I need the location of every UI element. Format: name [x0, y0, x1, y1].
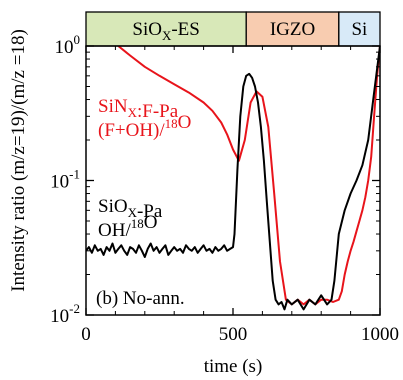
axis-ticks: 0 500 1000 10-2 10-1 100 — [50, 32, 399, 345]
series-label-1-line-1: OH/18O — [98, 212, 157, 241]
series-line-1 — [86, 46, 380, 311]
y-axis-title: Intensity ratio (m/z=19)/(m/z =18) — [8, 29, 29, 292]
x-tick-label-0: 0 — [81, 324, 91, 345]
x-tick-label-1: 500 — [219, 324, 248, 345]
chart-labels: time (s) Intensity ratio (m/z=19)/(m/z =1… — [8, 29, 262, 377]
layer-bar-0 — [85, 11, 247, 47]
layer-bar-group: SiOX-ES IGZO Si — [85, 11, 381, 47]
series-group — [86, 46, 380, 311]
y-tick-label-0: 10-2 — [50, 301, 80, 327]
series-label-0-line-0: SiNX:F-Pa — [98, 96, 179, 122]
layer-label-1: IGZO — [270, 19, 315, 40]
x-axis-title: time (s) — [204, 356, 263, 377]
series-line-0 — [117, 46, 380, 306]
plot-area — [86, 46, 380, 311]
layer-label-2: Si — [351, 19, 367, 40]
layer-label-0: SiOX-ES — [132, 19, 199, 43]
series-label-0-line-1: (F+OH)/18O — [98, 112, 191, 141]
y-tick-label-2: 100 — [55, 32, 81, 58]
panel-label: (b) No-ann. — [96, 288, 185, 309]
y-tick-label-1: 10-1 — [50, 167, 80, 193]
layer-bar-1 — [245, 11, 340, 47]
x-tick-label-2: 1000 — [361, 324, 399, 345]
series-label-1-line-0: SiOX-Pa — [98, 196, 163, 222]
